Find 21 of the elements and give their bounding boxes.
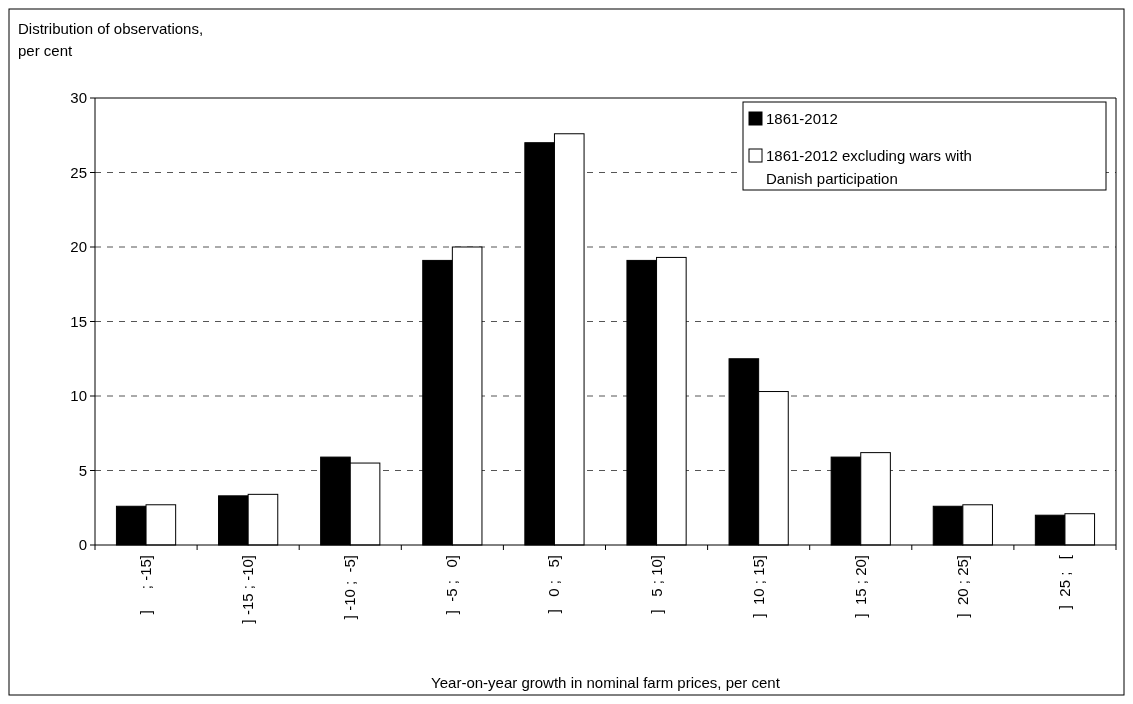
x-tick-label: ] -10 ; -5] <box>341 555 359 620</box>
legend-label: 1861-2012 excluding wars with Danish participation <box>766 147 972 187</box>
x-axis-title: Year-on-year growth in nominal farm prices, per cent <box>431 674 781 691</box>
x-tick-label: ] 10 ; 15] <box>749 555 767 618</box>
x-tick-label: ] 15 ; 20] <box>851 555 869 618</box>
y-tick-label: 25 <box>70 163 87 181</box>
x-tick-label: ] 25 ; [ <box>1055 554 1073 610</box>
y-axis-title: Distribution of observations, per cent <box>18 20 204 59</box>
y-tick-label: 20 <box>70 238 87 256</box>
x-tick-label: ] 20 ; 25] <box>953 555 971 618</box>
x-tick-label: ] -15 ; -10] <box>239 555 257 624</box>
x-tick-label: ] 0 ; 5] <box>545 555 563 614</box>
y-tick-label: 10 <box>70 387 87 405</box>
y-tick-label: 15 <box>70 312 87 330</box>
x-tick-label: ] -5 ; 0] <box>443 555 461 615</box>
legend-label: 1861-2012 <box>766 110 838 127</box>
x-tick-label: ] ; -15] <box>137 555 155 615</box>
y-tick-label: 30 <box>70 89 87 107</box>
x-tick-label: ] 5 ; 10] <box>647 555 665 614</box>
y-tick-label: 0 <box>78 536 87 554</box>
y-tick-label: 5 <box>78 461 87 479</box>
